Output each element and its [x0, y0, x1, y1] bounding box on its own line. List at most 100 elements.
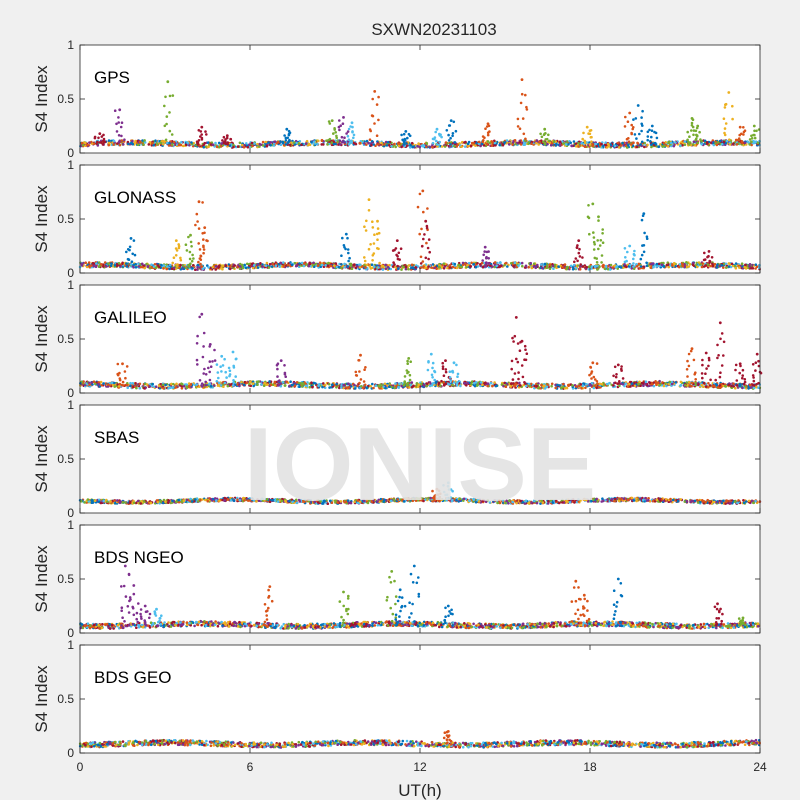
spike-point — [703, 258, 707, 261]
spike-point — [209, 365, 213, 369]
spike-point — [419, 255, 423, 259]
data-point — [414, 266, 418, 269]
data-point — [327, 261, 330, 265]
data-point — [353, 263, 356, 266]
spike-point — [202, 372, 205, 375]
spike-point — [626, 120, 630, 123]
spike-point — [228, 373, 232, 376]
spike-point — [192, 257, 195, 260]
data-point — [117, 262, 121, 265]
spike-point — [326, 143, 329, 146]
spike-point — [595, 261, 599, 264]
spike-point — [402, 132, 406, 136]
spike-point — [583, 139, 586, 143]
spike-point — [371, 220, 374, 223]
data-point — [577, 142, 580, 145]
spike-point — [694, 129, 698, 133]
spike-peak — [285, 127, 289, 131]
spike-point — [688, 135, 691, 138]
spike-point — [640, 116, 643, 119]
data-point — [365, 263, 369, 267]
spike-peak — [591, 202, 595, 206]
spike-point — [723, 106, 727, 109]
data-point — [98, 141, 102, 144]
data-point — [421, 143, 425, 147]
data-point — [135, 386, 138, 390]
data-point — [688, 263, 692, 266]
data-point — [84, 261, 87, 265]
spike-peak — [231, 350, 235, 354]
spike-point — [391, 249, 395, 252]
spike-point — [340, 254, 343, 257]
spike-point — [168, 129, 172, 133]
spike-peak — [344, 232, 348, 236]
spike-point — [288, 131, 292, 135]
spike-peak — [707, 250, 711, 253]
data-point — [243, 383, 246, 387]
data-point — [600, 142, 603, 146]
spike-point — [396, 257, 400, 261]
spike-peak — [342, 116, 345, 119]
data-point — [217, 145, 221, 149]
data-point — [388, 385, 391, 389]
data-point — [618, 265, 621, 269]
spike-point — [481, 259, 485, 262]
data-point — [577, 384, 581, 388]
spike-point — [234, 357, 238, 361]
data-point — [304, 384, 308, 388]
spike-point — [232, 364, 235, 368]
data-point — [460, 145, 463, 148]
data-point — [595, 386, 598, 390]
spike-point — [640, 218, 644, 222]
data-point — [574, 267, 578, 270]
spike-point — [202, 238, 205, 241]
data-point — [466, 382, 470, 385]
spike-point — [346, 130, 350, 133]
spike-peak — [395, 239, 399, 243]
data-point — [635, 265, 639, 268]
data-point — [365, 139, 369, 143]
data-point — [285, 380, 289, 384]
spike-point — [197, 129, 201, 132]
spike-point — [440, 379, 443, 383]
y-tick-label: 1 — [67, 38, 74, 52]
spike-point — [449, 379, 453, 382]
data-point — [514, 383, 517, 387]
data-point — [384, 267, 388, 271]
spike-point — [696, 141, 700, 145]
data-point — [704, 385, 708, 388]
spike-point — [616, 382, 620, 385]
spike-point — [629, 263, 632, 267]
data-point — [740, 262, 744, 266]
data-point — [308, 385, 312, 389]
data-point — [134, 139, 137, 143]
data-point — [148, 385, 152, 388]
data-point — [407, 264, 411, 267]
spike-point — [724, 102, 728, 106]
spike-point — [578, 247, 581, 251]
spike-point — [418, 232, 422, 236]
spike-point — [277, 384, 280, 387]
data-point — [372, 386, 375, 390]
spike-point — [590, 370, 594, 373]
data-point — [84, 141, 87, 145]
data-point — [382, 143, 386, 146]
spike-point — [377, 231, 381, 235]
data-point — [683, 140, 687, 143]
data-point — [697, 261, 701, 264]
spike-point — [486, 143, 489, 146]
data-point — [257, 380, 260, 383]
data-point — [608, 381, 611, 385]
spike-point — [283, 134, 286, 137]
spike-point — [438, 132, 441, 136]
spike-point — [220, 370, 223, 373]
spike-point — [511, 336, 514, 340]
data-point — [238, 262, 242, 266]
data-point — [217, 381, 221, 385]
spike-point — [640, 129, 643, 133]
data-point — [383, 382, 387, 386]
data-point — [180, 382, 183, 386]
spike-point — [123, 370, 127, 373]
data-point — [671, 264, 674, 267]
spike-point — [486, 133, 490, 137]
